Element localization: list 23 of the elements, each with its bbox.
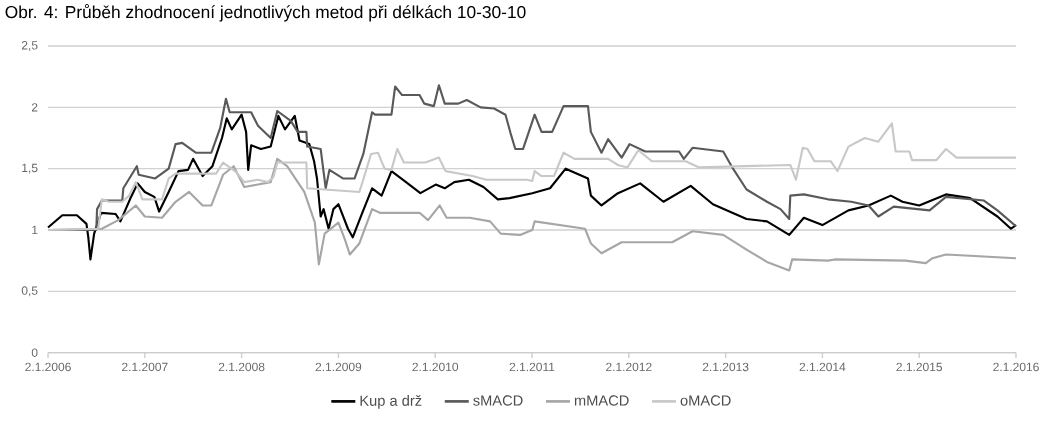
- x-tick-label: 2.1.2015: [896, 362, 943, 372]
- x-tick-label: 2.1.2014: [799, 362, 846, 372]
- x-tick-label: 2.1.2011: [509, 362, 555, 372]
- legend-label: mMACD: [574, 395, 629, 406]
- y-tick-label: 0,5: [21, 286, 38, 297]
- x-tick-label: 2.1.2010: [412, 362, 459, 372]
- legend-label: sMACD: [473, 395, 523, 406]
- y-tick-label: 2: [31, 103, 38, 112]
- y-tick-label: 1,5: [22, 163, 38, 174]
- x-tick-label: 2.1.2012: [606, 362, 652, 372]
- x-tick-label: 2.1.2016: [993, 362, 1039, 372]
- x-tick-label: 2.1.2006: [25, 362, 71, 372]
- x-tick-label: 2.1.2007: [122, 362, 168, 372]
- y-tick-label: 2,5: [21, 41, 38, 51]
- chart-title: Obr. 4: Průběh zhodnocení jednotlivých metod při délkách 10-30-10: [5, 4, 526, 22]
- legend-label: Kup a drž: [360, 395, 422, 409]
- legend-label: oMACD: [680, 395, 731, 406]
- y-tick-label: 1: [32, 225, 38, 235]
- line-series: [46, 113, 1018, 261]
- x-tick-label: 2.1.2013: [702, 362, 749, 372]
- x-tick-label: 2.1.2008: [218, 362, 265, 372]
- y-tick-label: 0: [31, 348, 38, 357]
- x-tick-label: 2.1.2009: [315, 362, 362, 372]
